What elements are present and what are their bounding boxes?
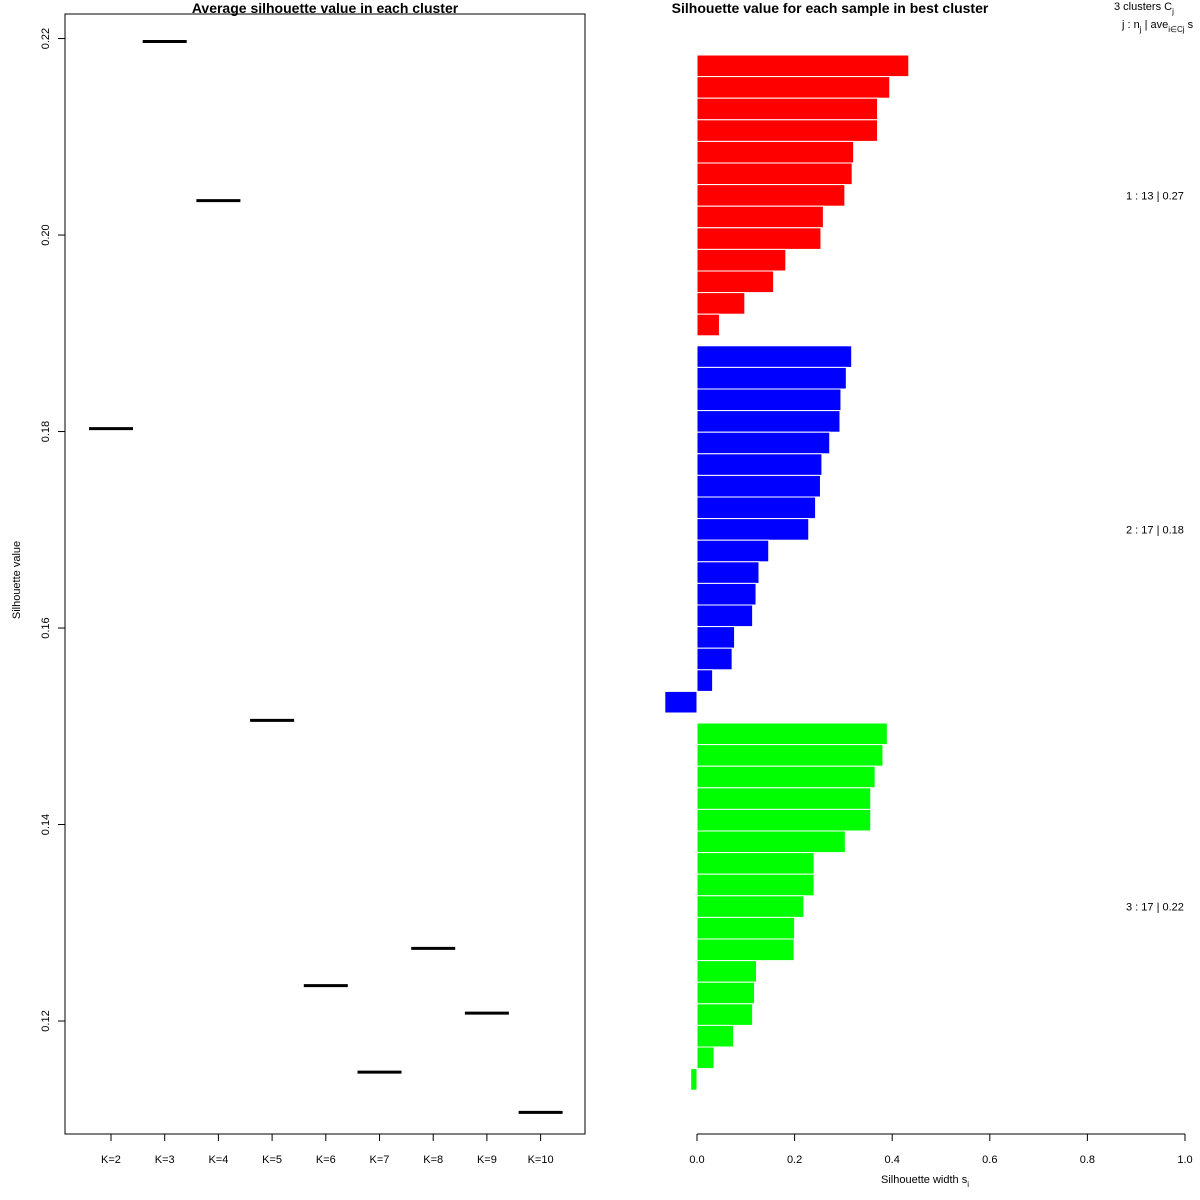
right-x-tick-label: 0.6 — [982, 1154, 997, 1166]
right-panel: Silhouette value for each sample in best… — [664, 0, 1194, 1189]
silhouette-bar — [696, 808, 872, 832]
cluster-header-line2: j : nj | avei∈Cj s — [1121, 19, 1194, 34]
cluster-summary-label: 1 : 13 | 0.27 — [1126, 190, 1184, 202]
silhouette-bar — [696, 1003, 754, 1026]
left-x-tick-label: K=10 — [528, 1154, 554, 1166]
left-x-tick-label: K=2 — [101, 1154, 121, 1166]
left-y-tick-label: 0.20 — [40, 224, 52, 245]
silhouette-bar — [696, 54, 910, 78]
left-y-tick-label: 0.12 — [40, 1010, 52, 1031]
left-x-axis: K=2 K=3 K=4 K=5 K=6 K=7 K=8 K=9 K=10 — [101, 1133, 554, 1166]
silhouette-bar — [696, 474, 821, 498]
cluster-summary-label: 2 : 17 | 0.18 — [1126, 524, 1184, 536]
left-mean-markers — [89, 40, 563, 1114]
silhouette-bar — [696, 453, 823, 476]
silhouette-bar — [696, 345, 853, 368]
silhouette-bar — [696, 248, 787, 272]
left-panel: Average silhouette value in each cluster… — [11, 0, 586, 1166]
right-x-tick-label: 0.2 — [787, 1154, 802, 1166]
cluster-summaries: 1 : 13 | 0.27 2 : 17 | 0.18 3 : 17 | 0.22 — [1126, 190, 1184, 913]
silhouette-bar — [696, 873, 815, 897]
silhouette-bar — [696, 366, 847, 390]
left-y-axis-label: Silhouette value — [11, 541, 23, 619]
left-y-axis: 0.12 0.14 0.16 0.18 0.20 0.22 — [40, 28, 65, 1032]
left-y-tick-label: 0.18 — [40, 421, 52, 442]
right-x-tick-label: 0.8 — [1080, 1154, 1095, 1166]
silhouette-bar — [696, 960, 758, 983]
cluster-header-line1: 3 clusters Cj — [1114, 1, 1174, 16]
silhouette-bar — [696, 313, 720, 337]
right-x-tick-label: 0.4 — [885, 1154, 900, 1166]
left-y-tick-label: 0.14 — [40, 814, 52, 835]
silhouette-bar — [696, 626, 736, 649]
silhouette-bar — [696, 270, 775, 294]
silhouette-bar — [696, 765, 876, 789]
silhouette-bar — [664, 690, 698, 714]
right-x-axis-label: Silhouette width si — [881, 1174, 969, 1189]
silhouette-bar — [696, 496, 817, 520]
silhouette-bars — [664, 54, 910, 1091]
silhouette-bar — [696, 227, 822, 250]
left-plot-frame — [64, 13, 586, 1135]
left-y-tick-label: 0.16 — [40, 617, 52, 638]
silhouette-bar — [696, 1024, 735, 1048]
left-x-tick-label: K=6 — [316, 1154, 336, 1166]
left-x-tick-label: K=3 — [155, 1154, 175, 1166]
silhouette-bar — [696, 852, 815, 875]
silhouette-bar — [696, 582, 757, 606]
silhouette-bar — [696, 119, 879, 142]
silhouette-bar — [696, 388, 842, 412]
silhouette-bar — [696, 561, 760, 584]
left-x-tick-label: K=4 — [208, 1154, 228, 1166]
silhouette-bar — [696, 895, 805, 918]
silhouette-bar — [696, 722, 888, 746]
silhouette-bar — [696, 1046, 715, 1070]
silhouette-bar — [696, 162, 853, 186]
silhouette-bar — [696, 140, 855, 164]
silhouette-bar — [696, 184, 846, 207]
silhouette-bar — [696, 787, 872, 810]
right-x-tick-label: 0.0 — [689, 1154, 704, 1166]
right-chart-title: Silhouette value for each sample in best… — [672, 0, 989, 16]
silhouette-bar — [696, 292, 746, 315]
left-x-tick-label: K=7 — [370, 1154, 390, 1166]
silhouette-bar — [696, 938, 795, 962]
silhouette-bar — [696, 539, 770, 563]
silhouette-bar — [696, 76, 891, 99]
silhouette-bar — [696, 647, 733, 671]
silhouette-bar — [696, 410, 841, 433]
silhouette-bar — [696, 604, 754, 628]
cluster-summary-label: 3 : 17 | 0.22 — [1126, 902, 1184, 914]
silhouette-bar — [690, 1068, 698, 1091]
silhouette-bar — [696, 669, 714, 692]
cluster-header: 3 clusters Cj j : nj | avei∈Cj s — [1114, 1, 1194, 34]
left-chart-title: Average silhouette value in each cluster — [192, 0, 459, 16]
silhouette-bar — [696, 916, 796, 940]
silhouette-bar — [696, 97, 879, 121]
left-x-tick-label: K=5 — [262, 1154, 282, 1166]
left-x-tick-label: K=8 — [423, 1154, 443, 1166]
silhouette-bar — [696, 981, 756, 1005]
left-x-tick-label: K=9 — [477, 1154, 497, 1166]
silhouette-bar — [696, 744, 884, 767]
silhouette-bar — [696, 518, 810, 541]
silhouette-bar — [696, 830, 846, 854]
left-y-tick-label: 0.22 — [40, 28, 52, 49]
silhouette-bar — [696, 431, 831, 455]
right-x-axis: 0.0 0.2 0.4 0.6 0.8 1.0 — [689, 1133, 1193, 1166]
silhouette-bar — [696, 205, 824, 229]
right-x-tick-label: 1.0 — [1177, 1154, 1192, 1166]
